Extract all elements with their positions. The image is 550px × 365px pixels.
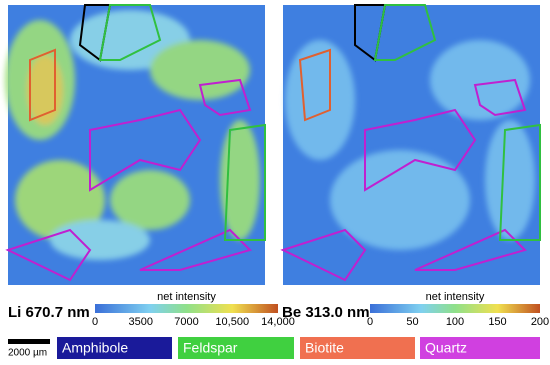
scale-label: 2000 µm [8, 348, 47, 359]
legend-label: Biotite [305, 340, 344, 356]
colorbar-tick: 10,500 [215, 316, 249, 328]
legend-label: Feldspar [183, 340, 238, 356]
legend-box [420, 337, 540, 359]
colorbar-tick: 0 [367, 316, 373, 328]
colorbar-tick: 3500 [129, 316, 153, 328]
colorbar-tick: 7000 [174, 316, 198, 328]
colorbar-title: net intensity [157, 291, 216, 303]
panel-label: Be 313.0 nm [282, 304, 370, 321]
legend-box [57, 337, 172, 359]
colorbar-title: net intensity [426, 291, 485, 303]
colorbar-tick: 100 [446, 316, 464, 328]
legend-box [178, 337, 294, 359]
colorbar-tick: 150 [488, 316, 506, 328]
be-map [280, 4, 541, 285]
colorbar-tick: 0 [92, 316, 98, 328]
legend-label: Quartz [425, 340, 467, 356]
colorbar-tick: 14,000 [261, 316, 295, 328]
scale-bar [8, 339, 50, 344]
colorbar-tick: 50 [406, 316, 418, 328]
li-map [5, 4, 266, 285]
legend-box [300, 337, 415, 359]
colorbar-tick: 200 [531, 316, 549, 328]
panel-label: Li 670.7 nm [8, 304, 90, 321]
colorbar [370, 304, 540, 313]
legend-label: Amphibole [62, 340, 128, 356]
colorbar [95, 304, 278, 313]
